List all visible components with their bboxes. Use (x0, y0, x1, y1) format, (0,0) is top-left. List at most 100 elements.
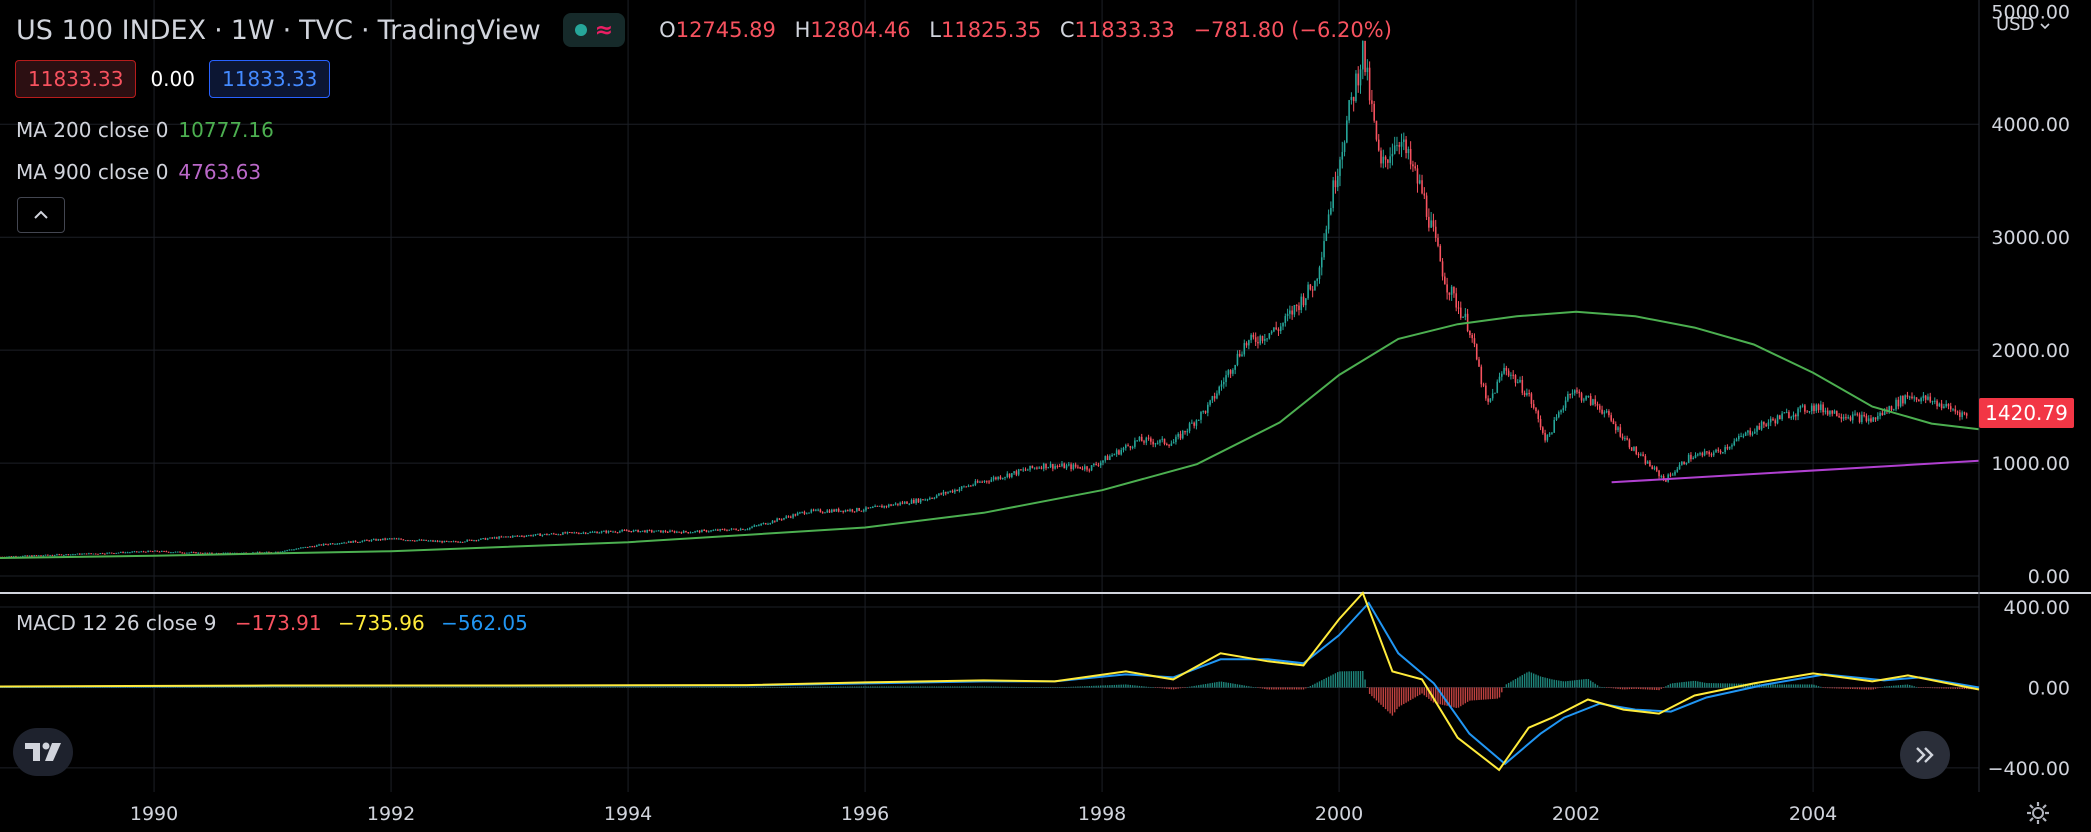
candle-body (1731, 445, 1733, 447)
candle-body (596, 531, 598, 534)
candle-body (1503, 367, 1505, 374)
candle-body (1444, 276, 1446, 285)
candle-body (1120, 450, 1123, 455)
buy-button[interactable]: 11833.33 (208, 60, 331, 98)
candle-body (1965, 413, 1968, 416)
histogram-bar (302, 687, 304, 688)
histogram-bar (1236, 684, 1239, 688)
candle-body (1161, 438, 1164, 440)
market-status-pill[interactable]: ≈ (562, 13, 626, 47)
candle-body (313, 546, 316, 548)
symbol-name[interactable]: US 100 INDEX (16, 14, 207, 46)
histogram-bar (1027, 687, 1029, 688)
candle-body (619, 531, 621, 533)
candle-body (1587, 395, 1590, 397)
histogram-bar (1393, 687, 1396, 713)
histogram-bar (165, 687, 168, 688)
histogram-bar (97, 687, 99, 688)
sell-button[interactable]: 11833.33 (15, 60, 137, 98)
histogram-bar (124, 687, 127, 688)
candle-body (1612, 420, 1615, 425)
candle-body (1473, 338, 1476, 345)
histogram-bar (1895, 685, 1897, 688)
histogram-bar (1817, 686, 1820, 688)
interval-label[interactable]: 1W (230, 14, 275, 46)
histogram-bar (842, 686, 844, 688)
histogram-bar (1555, 680, 1558, 688)
candle-body (1024, 469, 1027, 471)
scroll-to-realtime-button[interactable] (1900, 731, 1950, 779)
histogram-bar (1640, 687, 1642, 690)
candle-body (350, 541, 352, 543)
ma900-legend[interactable]: MA 900 close 0 4763.63 (16, 160, 261, 184)
histogram-bar (208, 687, 211, 688)
candle-body (1904, 395, 1906, 404)
histogram-bar (1811, 684, 1813, 688)
histogram-bar (1528, 671, 1530, 688)
candle-body (1330, 208, 1332, 215)
histogram-bar (867, 686, 869, 688)
histogram-bar (1587, 679, 1590, 688)
candle-body (995, 477, 997, 480)
candle-body (1086, 466, 1088, 470)
candle-body (1749, 430, 1751, 435)
candle-body (990, 479, 993, 482)
candle-body (470, 539, 473, 541)
candle-body (1391, 153, 1394, 157)
histogram-bar (1250, 686, 1252, 688)
macd-legend[interactable]: MACD 12 26 close 9 −173.91 −735.96 −562.… (16, 611, 538, 635)
histogram-bar (466, 687, 468, 688)
candle-body (1282, 323, 1284, 327)
candle-body (1143, 441, 1145, 443)
candle-body (559, 534, 562, 536)
tradingview-logo-icon (25, 742, 61, 761)
candle-body (664, 530, 667, 532)
histogram-bar (653, 687, 655, 688)
histogram-bar (1323, 679, 1325, 688)
candle-body (1630, 447, 1633, 451)
histogram-bar (721, 687, 724, 688)
candle-body (398, 538, 400, 540)
candle-body (131, 551, 133, 553)
histogram-bar (1118, 684, 1120, 688)
histogram-bar (1056, 687, 1059, 688)
histogram-bar (1460, 687, 1462, 707)
histogram-bar (728, 687, 730, 688)
histogram-bar (1667, 684, 1669, 688)
histogram-bar (1074, 686, 1077, 688)
histogram-bar (1398, 687, 1400, 707)
candle-body (445, 540, 448, 542)
candle-body (1403, 139, 1405, 142)
candle-body (1815, 404, 1818, 412)
histogram-bar (1339, 671, 1341, 688)
candle-body (1569, 394, 1571, 396)
ma900-legend-label: MA 900 close 0 (16, 160, 169, 184)
histogram-bar (1485, 687, 1487, 700)
histogram-bar (976, 686, 979, 688)
histogram-bar (833, 686, 835, 688)
histogram-bar (1045, 687, 1047, 688)
histogram-bar (1788, 684, 1790, 688)
collapse-legend-button[interactable] (17, 197, 65, 233)
candle-body (1036, 467, 1038, 469)
histogram-bar (309, 687, 311, 688)
candle-body (1578, 391, 1581, 394)
candle-body (379, 539, 382, 541)
histogram-bar (967, 686, 970, 688)
histogram-bar (539, 687, 541, 688)
candle-body (108, 552, 111, 554)
candle-body (1792, 414, 1795, 418)
candle-body (867, 507, 870, 509)
candle-body (571, 532, 573, 534)
ma200-legend[interactable]: MA 200 close 0 10777.16 (16, 118, 274, 142)
currency-selector[interactable]: USD (1996, 14, 2050, 35)
candle-body (733, 528, 735, 530)
histogram-bar (1510, 681, 1512, 688)
histogram-bar (1008, 686, 1011, 688)
candle-body (288, 549, 291, 551)
chart-settings-button[interactable] (2022, 797, 2054, 829)
histogram-bar (646, 687, 648, 688)
candle-body (466, 539, 468, 542)
tradingview-logo[interactable] (13, 728, 73, 776)
